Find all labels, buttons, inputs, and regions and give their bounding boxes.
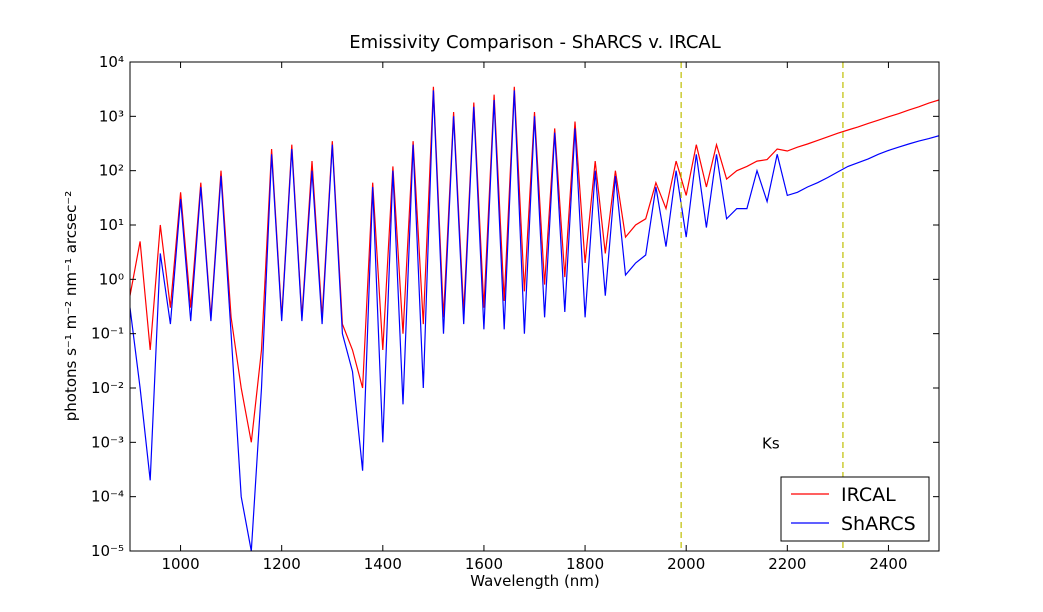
x-tick-label: 2400	[869, 555, 907, 573]
x-tick-label: 2000	[667, 555, 705, 573]
y-tick-label: 10⁻²	[91, 379, 124, 397]
plot-area	[130, 86, 939, 551]
data-line	[130, 86, 939, 443]
x-tick-label: 2200	[768, 555, 806, 573]
y-tick-label: 10²	[99, 162, 124, 180]
plot-frame	[129, 61, 940, 552]
x-tick-label: 1800	[566, 555, 604, 573]
data-line	[130, 90, 939, 551]
y-axis-label: photons s⁻¹ m⁻² nm⁻¹ arcsec⁻²	[62, 191, 80, 422]
y-tick-label: 10⁻¹	[91, 325, 124, 343]
y-tick-label: 10⁰	[99, 270, 124, 288]
legend-label: IRCAL	[841, 484, 896, 506]
x-axis-label: Wavelength (nm)	[470, 572, 600, 590]
x-tick-label: 1600	[465, 555, 503, 573]
legend-label: ShARCS	[841, 513, 916, 535]
y-tick-label: 10⁻⁵	[91, 542, 124, 560]
y-tick-label: 10⁴	[99, 53, 124, 71]
y-tick-label: 10³	[99, 107, 124, 125]
x-tick-label: 1200	[263, 555, 301, 573]
legend-box	[780, 476, 930, 542]
annotation: Ks	[762, 434, 780, 452]
x-tick-label: 1000	[161, 555, 199, 573]
x-tick-label: 1400	[364, 555, 402, 573]
y-tick-label: 10⁻³	[91, 433, 124, 451]
y-tick-label: 10¹	[99, 216, 124, 234]
y-tick-label: 10⁻⁴	[91, 488, 124, 506]
chart-title: Emissivity Comparison - ShARCS v. IRCAL	[349, 32, 720, 53]
